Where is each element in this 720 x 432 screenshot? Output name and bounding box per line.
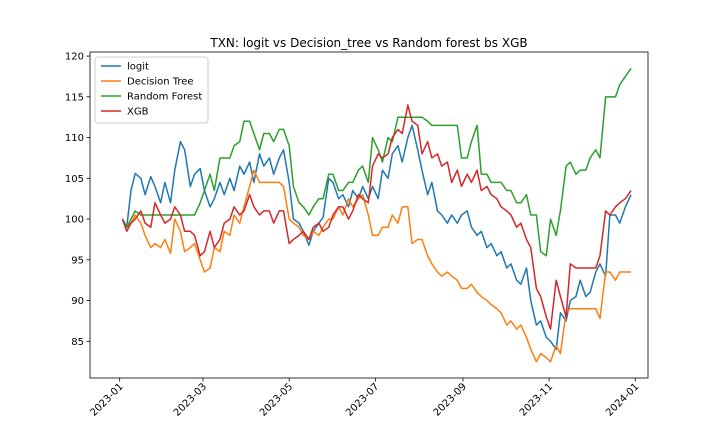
- series-line-0: [121, 124, 632, 351]
- legend: logit Decision Tree Random Forest XGB: [94, 56, 209, 124]
- plot-lines: [121, 67, 632, 363]
- series-line-3: [121, 104, 632, 330]
- plot-frame: [89, 51, 649, 379]
- chart-title: TXN: logit vs Decision_tree vs Random fo…: [209, 36, 527, 50]
- y-tick-label: 115: [65, 92, 84, 103]
- legend-label-1: Decision Tree: [127, 77, 194, 88]
- series-line-1: [121, 169, 632, 363]
- legend-label-3: XGB: [127, 107, 149, 118]
- y-tick-label: 90: [71, 296, 84, 307]
- y-tick-label: 95: [71, 255, 84, 266]
- y-tick-label: 100: [65, 215, 84, 226]
- y-tick-label: 120: [65, 52, 84, 63]
- series-line-2: [121, 67, 632, 257]
- y-tick-label: 85: [71, 337, 84, 348]
- legend-label-2: Random Forest: [127, 92, 202, 103]
- y-tick-label: 110: [65, 133, 84, 144]
- y-tick-label: 105: [65, 174, 84, 185]
- legend-label-0: logit: [127, 62, 149, 73]
- legend-box: [94, 56, 209, 124]
